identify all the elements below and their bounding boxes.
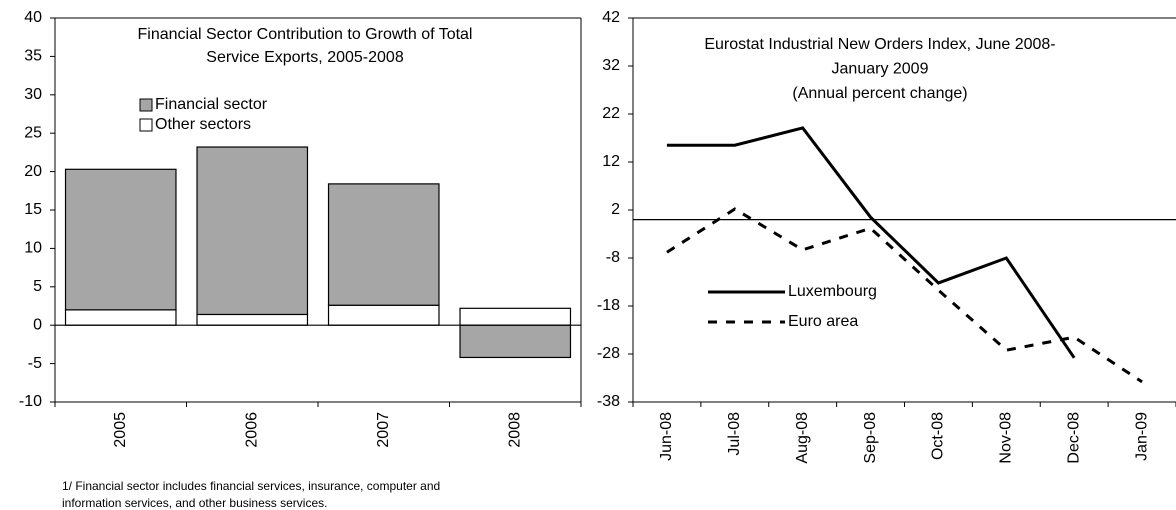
bar <box>64 168 177 311</box>
footnote: information services, and other business… <box>62 496 327 510</box>
y-tick-label: -28 <box>597 345 620 362</box>
y-tick-label: 2 <box>611 201 620 218</box>
bar <box>327 183 440 306</box>
bar <box>327 304 440 326</box>
chart-title: (Annual percent change) <box>792 85 967 102</box>
x-tick-label: 2006 <box>243 412 260 448</box>
line-series <box>666 126 1076 359</box>
y-tick-label: -10 <box>19 393 42 410</box>
bar <box>459 307 572 326</box>
y-tick-label: 15 <box>24 201 42 218</box>
y-tick-label: 40 <box>24 9 42 26</box>
bar <box>64 309 177 326</box>
y-tick-label: -5 <box>28 355 42 372</box>
bar <box>196 146 309 316</box>
y-tick-label: 10 <box>24 240 42 257</box>
x-tick-label: 2007 <box>375 412 392 448</box>
x-tick-label: Oct-08 <box>930 412 947 460</box>
y-tick-label: 22 <box>602 105 620 122</box>
y-tick-label: 5 <box>33 278 42 295</box>
chart-title: Financial Sector Contribution to Growth … <box>138 26 473 43</box>
x-tick-label: Jul-08 <box>726 412 743 456</box>
legend-label: Financial sector <box>155 96 268 113</box>
x-tick-label: Dec-08 <box>1065 412 1082 464</box>
y-tick-label: 42 <box>602 9 620 26</box>
chart-title: January 2009 <box>832 61 929 78</box>
x-tick-label: 2008 <box>506 412 523 448</box>
x-tick-label: Jun-08 <box>658 412 675 461</box>
y-tick-label: 12 <box>602 153 620 170</box>
y-tick-label: -38 <box>597 393 620 410</box>
y-tick-label: 0 <box>33 316 42 333</box>
y-tick-label: 25 <box>24 124 42 141</box>
chart-title: Service Exports, 2005-2008 <box>206 49 404 66</box>
x-tick-label: Aug-08 <box>794 412 811 464</box>
y-tick-label: -18 <box>597 297 620 314</box>
legend-swatch <box>139 98 153 112</box>
legend-swatch <box>139 118 153 132</box>
y-tick-label: 32 <box>602 57 620 74</box>
legend-label: Luxembourg <box>788 283 877 300</box>
legend-label: Euro area <box>788 313 858 330</box>
bar <box>196 313 309 326</box>
x-tick-label: Sep-08 <box>862 412 879 464</box>
legend-label: Other sectors <box>155 116 251 133</box>
y-tick-label: 30 <box>24 86 42 103</box>
line-series <box>666 207 1143 384</box>
y-tick-label: 35 <box>24 48 42 65</box>
bar <box>459 324 572 359</box>
x-tick-label: Nov-08 <box>998 412 1015 464</box>
y-tick-label: 20 <box>24 163 42 180</box>
x-tick-label: 2005 <box>112 412 129 448</box>
footnote: 1/ Financial sector includes financial s… <box>62 479 440 493</box>
chart-title: Eurostat Industrial New Orders Index, Ju… <box>704 36 1055 53</box>
y-tick-label: -8 <box>606 249 620 266</box>
x-tick-label: Jan-09 <box>1133 412 1150 461</box>
